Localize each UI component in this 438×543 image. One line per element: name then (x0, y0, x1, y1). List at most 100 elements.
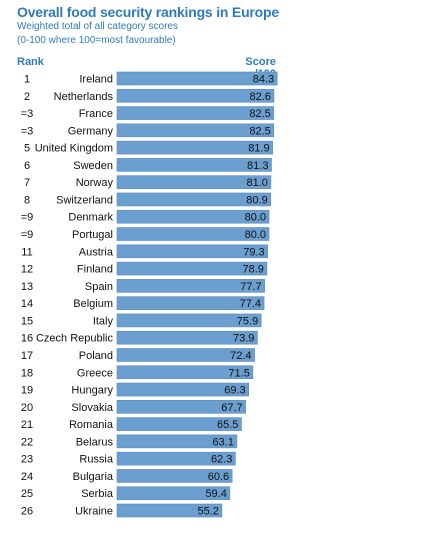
country-label: France (79, 108, 113, 120)
rank-label: =9 (21, 229, 34, 241)
bar (116, 434, 238, 449)
bar (116, 296, 265, 310)
bar-row: 23 Russia 62.3 (21, 451, 236, 466)
chart-subtitle: Weighted total of all category scores (17, 21, 179, 32)
bar (116, 348, 255, 362)
country-label: Finland (77, 264, 113, 276)
bar-row: 21 Romania 65.5 (21, 417, 242, 431)
bar (116, 209, 270, 224)
rank-label: =3 (21, 125, 34, 137)
rank-label: 22 (21, 436, 33, 448)
country-label: Greece (77, 367, 113, 379)
country-label: Ukraine (75, 506, 113, 518)
bar-row: 24 Bulgaria 60.6 (21, 469, 233, 483)
value-label: 63.1 (212, 436, 233, 448)
country-label: Belarus (76, 436, 114, 448)
rank-header: Rank (17, 56, 44, 68)
value-label: 81.9 (248, 143, 269, 155)
country-label: Czech Republic (36, 333, 114, 345)
bar-row: 22 Belarus 63.1 (21, 434, 238, 449)
value-label: 80.9 (246, 194, 267, 206)
country-label: Sweden (73, 160, 113, 172)
country-label: Portugal (72, 229, 113, 241)
country-label: Austria (79, 246, 114, 258)
rank-label: 11 (21, 246, 32, 258)
bar-row: =9 Denmark 80.0 (21, 209, 270, 224)
bar-row: 13 Spain 77.7 (21, 279, 265, 293)
bar (116, 71, 278, 86)
bar (116, 382, 249, 397)
bar-row: 14 Belgium 77.4 (21, 296, 265, 310)
bar-row: 19 Hungary 69.3 (21, 382, 249, 397)
value-label: 72.4 (230, 350, 251, 362)
rank-label: 6 (24, 160, 30, 172)
bar-row: 5 United Kingdom 81.9 (24, 140, 273, 155)
bar-row: 25 Serbia 59.4 (21, 486, 231, 501)
rank-label: 15 (21, 315, 33, 327)
country-label: Ireland (79, 74, 113, 86)
bar (116, 88, 275, 103)
bar (116, 279, 265, 293)
value-label: 81.3 (247, 160, 268, 172)
bar (116, 261, 268, 276)
country-label: Slovakia (71, 402, 113, 414)
value-label: 82.5 (249, 108, 270, 120)
value-label: 59.4 (205, 488, 226, 500)
bar (116, 400, 246, 414)
rank-label: 1 (24, 74, 30, 86)
country-label: Italy (93, 315, 114, 327)
rank-label: 14 (21, 298, 33, 310)
country-label: Germany (68, 125, 114, 137)
rank-label: 20 (21, 402, 33, 414)
value-label: 55.2 (197, 506, 218, 518)
bar-row: 8 Switzerland 80.9 (24, 192, 272, 206)
bar (116, 417, 242, 431)
bar (116, 158, 272, 172)
value-label: 78.9 (242, 264, 263, 276)
bar (116, 175, 272, 189)
bar (116, 123, 275, 138)
bar (116, 451, 236, 466)
value-label: 77.4 (240, 298, 261, 310)
rank-label: 23 (21, 454, 33, 466)
country-label: Russia (79, 454, 114, 466)
bar-row: 7 Norway 81.0 (24, 175, 272, 189)
bar-row: 20 Slovakia 67.7 (21, 400, 246, 414)
country-label: Netherlands (54, 91, 114, 103)
bar (116, 227, 270, 241)
bar-row: =3 Germany 82.5 (21, 123, 275, 138)
rank-label: 26 (21, 506, 33, 518)
bar (116, 469, 233, 483)
bar (116, 486, 231, 501)
value-label: 80.0 (245, 212, 266, 224)
bar-row: 15 Italy 75.9 (21, 313, 262, 327)
bar-row: =9 Portugal 80.0 (21, 227, 270, 241)
rank-label: 16 (21, 333, 33, 345)
rank-label: =9 (21, 212, 34, 224)
country-label: Norway (76, 177, 114, 189)
rank-label: =3 (21, 108, 34, 120)
rank-label: 25 (21, 488, 33, 500)
country-label: Hungary (71, 385, 113, 397)
bar-row: 26 Ukraine 55.2 (21, 503, 223, 518)
country-label: United Kingdom (35, 143, 113, 155)
country-label: Serbia (81, 488, 114, 500)
value-label: 60.6 (208, 471, 229, 483)
value-label: 65.5 (217, 419, 238, 431)
value-label: 80.0 (245, 229, 266, 241)
country-label: Switzerland (56, 194, 113, 206)
bar-row: 1 Ireland 84.3 (24, 71, 278, 86)
rank-label: 7 (24, 177, 30, 189)
rank-label: 19 (21, 385, 33, 397)
bar (116, 503, 223, 518)
rank-label: 18 (21, 367, 33, 379)
value-label: 69.3 (224, 385, 245, 397)
bar-row: 11 Austria 79.3 (21, 244, 268, 258)
bar-row: 16 Czech Republic 73.9 (21, 330, 258, 345)
country-label: Poland (79, 350, 113, 362)
chart-title: Overall food security rankings in Europe (17, 4, 279, 20)
value-label: 81.0 (246, 177, 267, 189)
value-label: 75.9 (237, 315, 258, 327)
rank-label: 21 (21, 419, 33, 431)
value-label: 71.5 (228, 367, 249, 379)
